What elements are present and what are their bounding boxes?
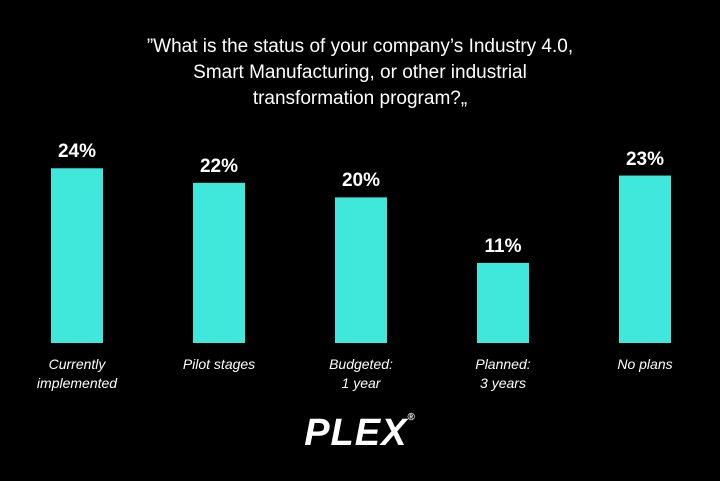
bar — [335, 197, 387, 343]
value-label: 20% — [341, 170, 381, 192]
x-tick-label: Planned: 3 years — [475, 356, 531, 391]
x-tick-label: Pilot stages — [182, 356, 256, 372]
bar — [193, 182, 245, 343]
bar — [619, 175, 671, 343]
value-label: 23% — [625, 148, 665, 170]
value-label: 24% — [57, 141, 97, 163]
value-label: 22% — [199, 155, 239, 177]
x-tick-label: Currently implemented — [36, 356, 118, 391]
chart-title: ”What is the status of your company’s In… — [146, 36, 574, 109]
value-label: 11% — [484, 235, 522, 257]
x-tick-label: Budgeted: 1 year — [329, 356, 393, 391]
x-tick-label: No plans — [617, 356, 673, 372]
bar — [51, 168, 103, 343]
logo: PLEX — [260, 412, 460, 455]
bar — [477, 262, 529, 343]
